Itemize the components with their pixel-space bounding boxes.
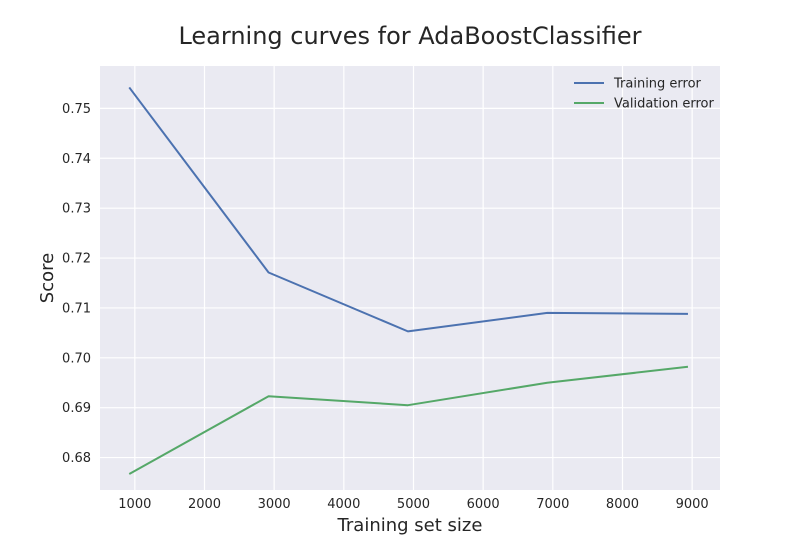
x-axis-label: Training set size bbox=[337, 515, 483, 536]
y-tick-label: 0.74 bbox=[62, 152, 91, 167]
y-axis-label: Score bbox=[37, 253, 58, 303]
legend: Training error Validation error bbox=[574, 77, 714, 112]
legend-label: Training error bbox=[613, 77, 702, 92]
x-tick-label: 1000 bbox=[118, 497, 151, 512]
series-line-validation-error bbox=[128, 365, 689, 475]
x-tick-label: 4000 bbox=[327, 497, 360, 512]
grid-lines bbox=[100, 66, 720, 490]
y-tick-label: 0.75 bbox=[62, 102, 91, 117]
y-tick-label: 0.69 bbox=[62, 401, 91, 416]
y-tick-label: 0.73 bbox=[62, 202, 91, 217]
y-tick-labels: 0.68 0.69 0.70 0.71 0.72 0.73 0.74 0.75 bbox=[62, 102, 91, 466]
x-tick-label: 6000 bbox=[467, 497, 500, 512]
y-tick-label: 0.68 bbox=[62, 451, 91, 466]
chart-title: Learning curves for AdaBoostClassifier bbox=[178, 22, 641, 50]
legend-label: Validation error bbox=[614, 97, 714, 112]
x-tick-label: 3000 bbox=[258, 497, 291, 512]
series-line-training-error bbox=[128, 86, 688, 333]
y-tick-label: 0.72 bbox=[62, 252, 91, 267]
x-tick-labels: 1000 2000 3000 4000 5000 6000 7000 8000 9000 bbox=[118, 497, 708, 512]
x-tick-label: 2000 bbox=[188, 497, 221, 512]
x-tick-label: 5000 bbox=[397, 497, 430, 512]
y-tick-label: 0.71 bbox=[62, 301, 91, 316]
x-tick-label: 9000 bbox=[676, 497, 709, 512]
x-tick-label: 8000 bbox=[606, 497, 639, 512]
series-lines bbox=[128, 86, 689, 475]
y-tick-label: 0.70 bbox=[62, 351, 91, 366]
plot-area bbox=[100, 66, 720, 490]
x-tick-label: 7000 bbox=[536, 497, 569, 512]
